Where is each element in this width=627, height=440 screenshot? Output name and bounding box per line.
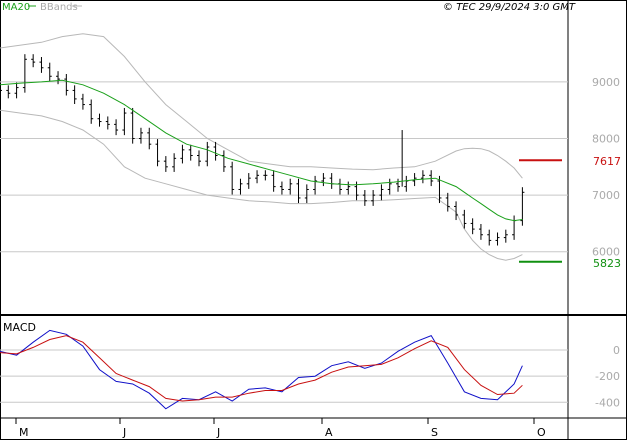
- bband-upper-line: [0, 33, 523, 179]
- macd-tick-label: -200: [595, 370, 620, 383]
- price-tick-label: 8000: [592, 133, 620, 146]
- signal-line: [0, 335, 523, 402]
- ma20-line: [0, 79, 523, 222]
- x-tick-label: A: [325, 426, 333, 439]
- x-tick-label: J: [216, 426, 220, 439]
- legend-ma20: MA20: [2, 2, 30, 13]
- legend-bbands: BBands: [40, 2, 78, 13]
- macd-title: MACD: [3, 321, 36, 334]
- x-tick-label: M: [19, 426, 29, 439]
- macd-tick-label: -400: [595, 396, 620, 409]
- x-tick-label: O: [537, 426, 546, 439]
- x-tick-label: S: [431, 426, 438, 439]
- price-tick-label: 9000: [592, 76, 620, 89]
- copyright-text: © TEC 29/9/2024 3:0 GMT: [443, 2, 576, 13]
- macd-line: [0, 329, 523, 410]
- price-tick-label: 6000: [592, 246, 620, 259]
- bband-lower-line: [0, 109, 523, 261]
- macd-tick-label: 0: [613, 344, 620, 357]
- resistance-label: 7617: [593, 155, 621, 168]
- support-label: 5823: [593, 257, 621, 270]
- price-tick-label: 7000: [592, 189, 620, 202]
- x-tick-label: J: [122, 426, 126, 439]
